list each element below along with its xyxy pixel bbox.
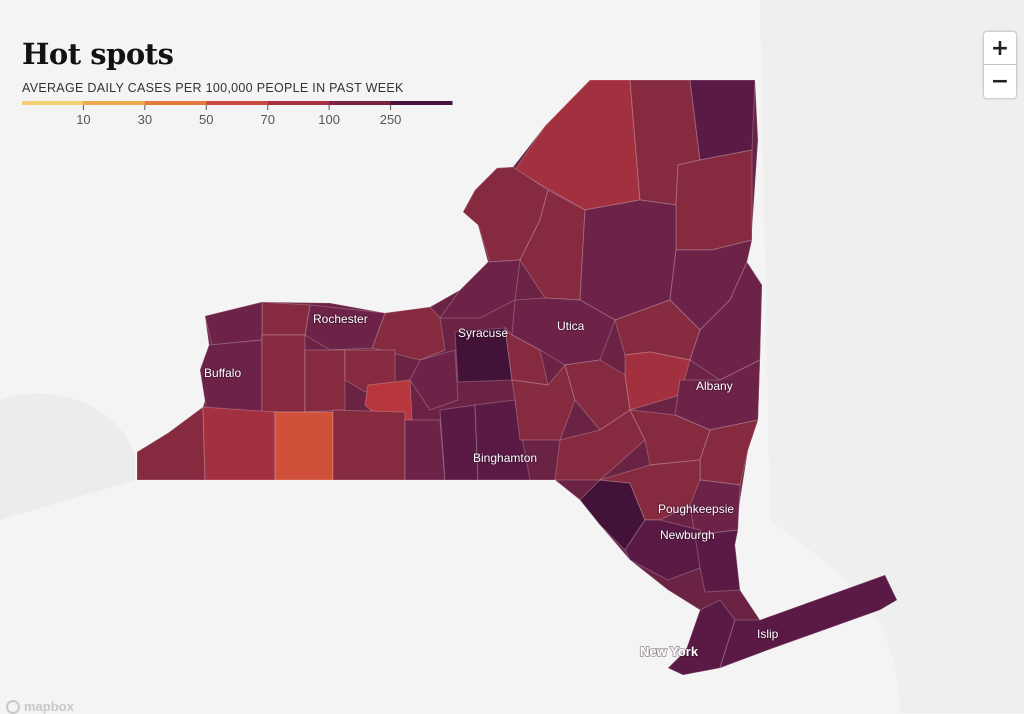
legend: Hot spots AVERAGE DAILY CASES PER 100,00… [22, 36, 462, 129]
legend-tick-label: 100 [318, 112, 340, 127]
legend-ramp-segment [390, 101, 453, 105]
city-label-utica: Utica [557, 319, 585, 333]
legend-ramp-segment [267, 101, 330, 105]
legend-ramp-segments [22, 101, 453, 105]
legend-ramp-segment [329, 101, 392, 105]
legend-tick-label: 30 [138, 112, 152, 127]
city-label-binghamton: Binghamton [473, 451, 537, 465]
legend-tick-label: 50 [199, 112, 213, 127]
legend-color-ramp: 10 30 50 70 100 250 [22, 101, 453, 127]
mapbox-attribution[interactable]: mapbox [6, 699, 74, 714]
zoom-out-button[interactable]: − [983, 65, 1017, 99]
city-label-syracuse: Syracuse [458, 326, 508, 340]
city-label-rochester: Rochester [313, 312, 368, 326]
legend-ramp-segment [206, 101, 269, 105]
city-label-islip: Islip [757, 627, 779, 641]
city-label-new-york: New York [640, 644, 699, 659]
map-title: Hot spots [22, 37, 174, 71]
legend-tick-label: 70 [260, 112, 274, 127]
legend-ticks: 10 30 50 70 100 250 [76, 105, 401, 127]
city-labels: Rochester Buffalo Syracuse Utica Albany … [203, 311, 780, 660]
legend-subtitle: AVERAGE DAILY CASES PER 100,000 PEOPLE I… [22, 81, 404, 95]
legend-ramp-segment [22, 101, 84, 105]
legend-ramp-segment [83, 101, 146, 105]
city-label-newburgh: Newburgh [660, 528, 715, 542]
legend-tick-label: 250 [380, 112, 402, 127]
county-shapes [136, 79, 898, 676]
mapbox-logo-icon [6, 699, 20, 714]
legend-ramp-segment [144, 101, 207, 105]
zoom-in-button[interactable]: + [983, 31, 1017, 65]
city-label-albany: Albany [696, 379, 733, 393]
mapbox-attribution-text: mapbox [24, 699, 74, 714]
city-label-buffalo: Buffalo [204, 366, 241, 380]
legend-tick-label: 10 [76, 112, 90, 127]
city-label-poughkeepsie: Poughkeepsie [658, 502, 734, 516]
